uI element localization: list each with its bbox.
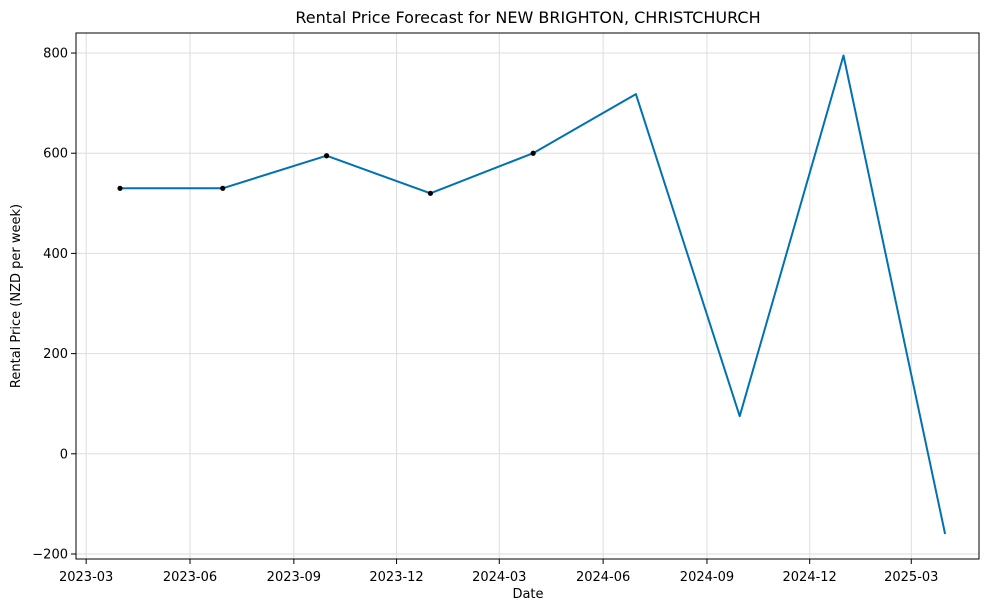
x-tick-label: 2023-03 (59, 570, 113, 585)
tick-layer: 2023-03 2023-06 2023-09 2023-12 2024-03 2024-… (32, 47, 938, 585)
y-tick-label: 800 (43, 47, 68, 62)
observed-point (427, 190, 434, 196)
x-tick-label: 2024-06 (576, 570, 630, 585)
y-tick-label: −200 (32, 547, 68, 562)
observed-point (117, 185, 123, 191)
observed-point (220, 185, 226, 191)
x-tick-label: 2024-03 (472, 570, 526, 585)
chart-title: Rental Price Forecast for NEW BRIGHTON, … (295, 8, 760, 27)
x-tick-label: 2025-03 (884, 570, 938, 585)
series-layer (117, 54, 947, 535)
x-axis-label: Date (512, 587, 543, 602)
y-tick-label: 0 (60, 447, 68, 462)
y-tick-label: 200 (43, 347, 68, 362)
y-tick-label: 400 (43, 247, 68, 262)
grid-layer (76, 33, 979, 559)
x-tick-label: 2023-12 (369, 570, 423, 585)
x-tick-label: 2023-06 (163, 570, 217, 585)
x-tick-label: 2024-09 (680, 570, 734, 585)
plot-frame (75, 32, 980, 560)
axes-layer (75, 32, 980, 560)
x-tick-label: 2023-09 (267, 570, 321, 585)
forecast-line (120, 54, 947, 535)
y-tick-label: 600 (43, 147, 68, 162)
y-axis-label: Rental Price (NZD per week) (9, 204, 24, 388)
x-tick-label: 2024-12 (783, 570, 837, 585)
observed-point (323, 153, 330, 159)
observed-point (530, 150, 536, 156)
